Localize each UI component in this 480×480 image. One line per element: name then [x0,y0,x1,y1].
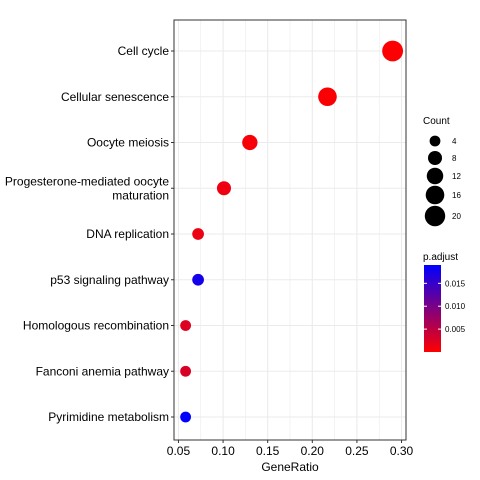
y-tick-label: Cellular senescence [61,90,169,104]
size-legend-key [424,205,446,227]
x-tick-label: 0.30 [390,444,414,458]
data-point [242,134,258,151]
y-tick-label-line: Oocyte meiosis [87,136,169,150]
size-legend-key [429,135,441,147]
y-tick-label-line: Pyrimidine metabolism [48,410,169,424]
data-point [382,40,404,62]
y-tick-label-line: Cellular senescence [61,90,169,104]
y-tick-label: Homologous recombination [23,319,169,333]
y-tick-label: Oocyte meiosis [87,136,169,150]
y-tick-label-line: p53 signaling pathway [50,273,169,287]
size-legend-label: 12 [452,172,461,181]
size-legend-key [425,185,445,205]
data-point [180,365,192,377]
color-legend-bar [424,265,441,352]
color-legend-label: 0.015 [445,279,466,288]
x-axis-title: GeneRatio [261,460,319,474]
data-point [216,181,231,196]
size-legend-title: Count [423,116,450,127]
y-tick-label: Fanconi anemia pathway [36,364,169,378]
size-legend-label: 4 [452,137,457,146]
size-legend-label: 20 [452,212,461,221]
y-tick-label: p53 signaling pathway [50,273,169,287]
y-tick-label-line: Fanconi anemia pathway [36,364,169,378]
y-tick-label-line: maturation [112,188,169,202]
size-legend-label: 16 [452,191,461,200]
y-tick-label: Progesterone-mediated oocyte maturation [5,174,169,202]
color-legend-title: p.adjust [423,252,458,263]
x-tick-label: 0.15 [256,444,280,458]
y-tick-label-line: Progesterone-mediated oocyte [5,174,169,188]
y-tick-label: DNA replication [86,227,169,241]
color-legend-label: 0.005 [445,325,466,334]
data-point [180,320,192,331]
x-tick-label: 0.10 [211,444,235,458]
x-tick-label: 0.25 [345,444,369,458]
size-legend-key [427,150,443,166]
y-tick-label: Cell cycle [118,44,170,58]
data-point [318,87,337,107]
x-tick-label: 0.05 [167,444,191,458]
y-tick-label-line: DNA replication [86,227,169,241]
y-tick-label-line: Homologous recombination [23,319,169,333]
size-legend-label: 8 [452,154,457,163]
data-point [192,228,204,240]
data-point [192,273,204,286]
y-tick-label: Pyrimidine metabolism [48,410,169,424]
size-legend-key [426,167,444,185]
y-tick-label-line: Cell cycle [118,44,170,58]
data-point [180,411,192,423]
panel-border [173,19,407,441]
color-legend-label: 0.010 [445,302,466,311]
x-tick-label: 0.20 [301,444,325,458]
